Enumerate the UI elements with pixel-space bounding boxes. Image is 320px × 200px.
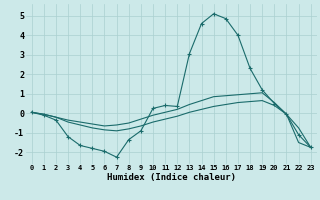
X-axis label: Humidex (Indice chaleur): Humidex (Indice chaleur)	[107, 173, 236, 182]
